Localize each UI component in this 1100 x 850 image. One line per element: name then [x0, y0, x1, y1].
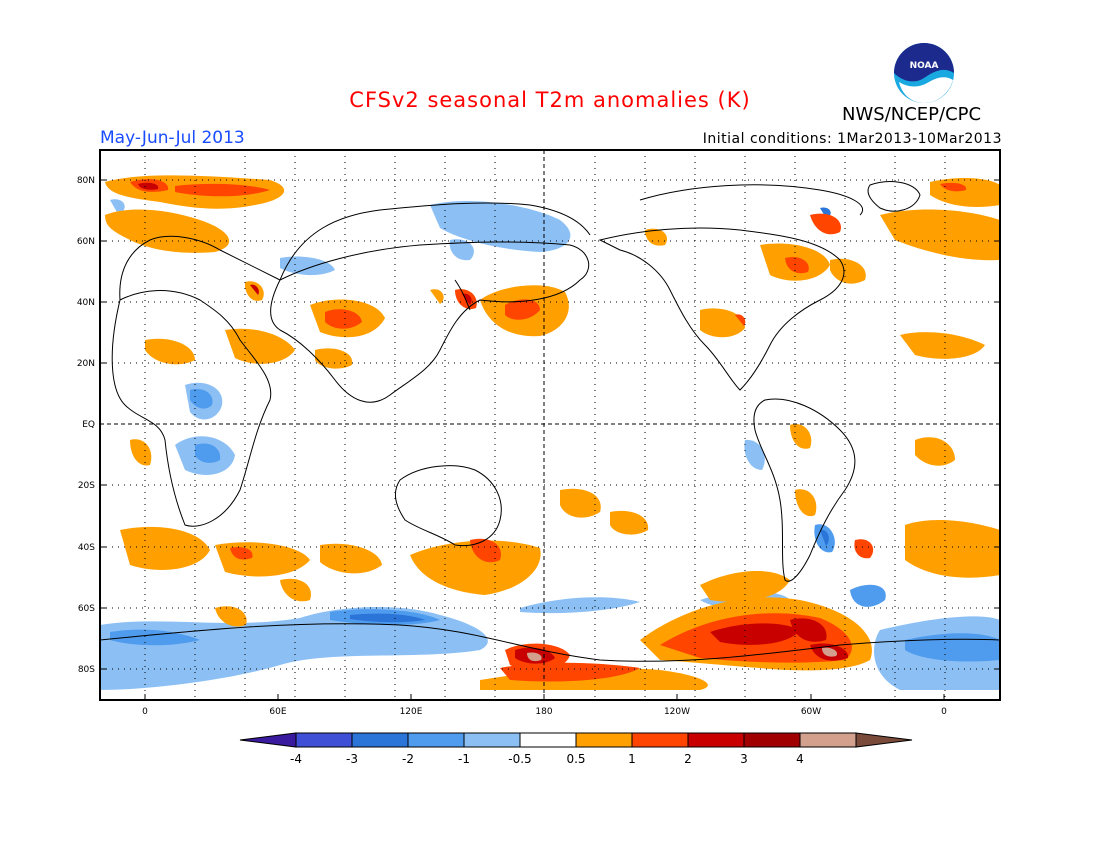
- lon-label: 0: [142, 707, 148, 717]
- lon-label: 60W: [801, 707, 821, 717]
- lat-label: 20N: [77, 359, 95, 369]
- colorbar-swatch: [463, 732, 521, 748]
- colorbar-label: 3: [740, 752, 748, 766]
- lat-label: 60N: [77, 237, 95, 247]
- lat-label: 80N: [77, 176, 95, 186]
- colorbar-label: -1: [458, 752, 470, 766]
- lon-label: 120W: [664, 707, 690, 717]
- initial-conditions: Initial conditions: 1Mar2013-10Mar2013: [702, 131, 1002, 147]
- colorbar: [239, 732, 913, 748]
- lat-label: 80S: [78, 665, 95, 675]
- colorbar-swatch: [855, 732, 913, 748]
- colorbar-swatch: [743, 732, 801, 748]
- lat-label: 20S: [78, 481, 95, 491]
- colorbar-swatch: [407, 732, 465, 748]
- map-frame: [99, 149, 1001, 701]
- lat-label: 40S: [78, 543, 95, 553]
- noaa-logo-text: NOAA: [910, 61, 939, 71]
- forecast-period: May-Jun-Jul 2013: [100, 128, 245, 148]
- agency-label: NWS/NCEP/CPC: [842, 104, 982, 125]
- lat-label: 40N: [77, 298, 95, 308]
- colorbar-label: -3: [346, 752, 358, 766]
- anomaly-fields: [100, 175, 1000, 690]
- colorbar-swatch: [295, 732, 353, 748]
- colorbar-label: -2: [402, 752, 414, 766]
- colorbar-swatch: [519, 732, 577, 748]
- noaa-logo: NOAA: [894, 43, 954, 103]
- colorbar-label: -0.5: [508, 752, 531, 766]
- lon-label: 60E: [269, 707, 286, 717]
- colorbar-labels: -4 -3 -2 -1 -0.5 0.5 1 2 3 4: [290, 752, 804, 766]
- colorbar-swatch: [351, 732, 409, 748]
- colorbar-swatch: [631, 732, 689, 748]
- colorbar-swatch: [799, 732, 857, 748]
- lon-label: 180: [535, 707, 552, 717]
- colorbar-label: -4: [290, 752, 302, 766]
- colorbar-swatch: [575, 732, 633, 748]
- colorbar-label: 2: [684, 752, 692, 766]
- graticule: [100, 150, 1000, 700]
- lat-label: EQ: [82, 420, 95, 430]
- frame-ticks: [100, 179, 1000, 700]
- colorbar-swatch: [239, 732, 297, 748]
- colorbar-swatch: [687, 732, 745, 748]
- colorbar-label: 0.5: [566, 752, 585, 766]
- colorbar-label: 4: [796, 752, 804, 766]
- lon-label: 0: [941, 707, 947, 717]
- lon-label: 120E: [400, 707, 423, 717]
- lat-labels: 80N 60N 40N 20N EQ 20S 40S 60S 80S: [77, 176, 95, 675]
- lat-label: 60S: [78, 604, 95, 614]
- lon-labels: 0 60E 120E 180 120W 60W 0: [142, 707, 947, 717]
- colorbar-label: 1: [628, 752, 636, 766]
- chart-title: CFSv2 seasonal T2m anomalies (K): [349, 88, 751, 112]
- coastlines: [100, 181, 1000, 662]
